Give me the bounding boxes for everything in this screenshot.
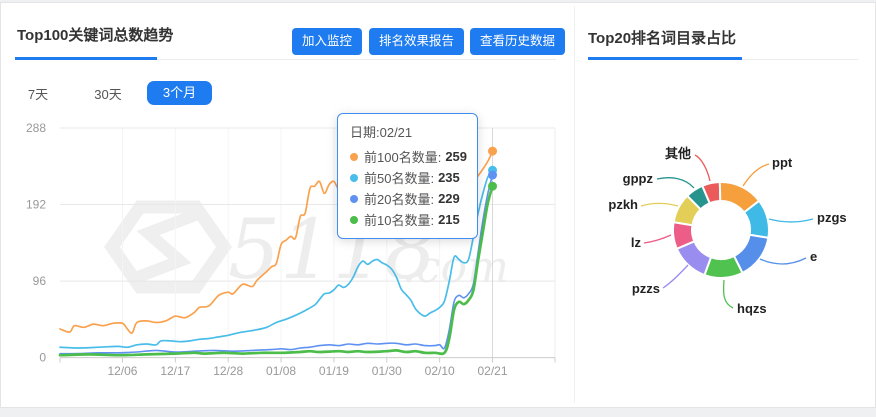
- tooltip-value: 235: [438, 170, 460, 185]
- tooltip-label: 前10名数量:: [364, 213, 435, 228]
- donut-segment-gppz[interactable]: [685, 184, 711, 211]
- donut-label-e: e: [810, 249, 817, 264]
- top20-dot-icon: [350, 194, 358, 203]
- watermark-logo-s: [127, 208, 201, 286]
- x-tick-label: 12/06: [107, 364, 137, 378]
- chart-tooltip: 日期:02/21 前100名数量: 259 前50名数量: 235 前20名数量…: [337, 113, 478, 239]
- tab-30days[interactable]: 30天: [94, 87, 122, 102]
- tooltip-row-top20: 前20名数量: 229: [350, 188, 465, 209]
- series-end-dot: [488, 170, 498, 180]
- tooltip-value: 259: [445, 149, 468, 164]
- panel-divider: [574, 6, 575, 403]
- trend-title-rule: [15, 59, 556, 60]
- top10-dot-icon: [350, 215, 358, 224]
- x-tick-label: 01/19: [319, 364, 349, 378]
- series-line: [58, 184, 494, 357]
- series-end-dot: [488, 146, 498, 156]
- leader-line: [662, 264, 689, 289]
- donut-label-pzkh: pzkh: [608, 197, 638, 212]
- tooltip-value: 215: [438, 212, 460, 227]
- x-tick-label: 01/08: [266, 364, 296, 378]
- x-tick-label: 12/28: [213, 364, 243, 378]
- watermark-com: .com: [402, 242, 509, 293]
- series-line: [59, 174, 494, 355]
- leader-line: [768, 218, 814, 223]
- donut-label-gppz: gppz: [623, 171, 654, 186]
- leader-line: [694, 154, 711, 182]
- x-tick-label: 02/10: [425, 364, 455, 378]
- y-tick-label: 0: [39, 351, 46, 365]
- tooltip-value: 229: [438, 191, 460, 206]
- donut-title-accent: [588, 57, 742, 60]
- leader-line: [722, 279, 734, 309]
- donut-label-pzzs: pzzs: [632, 281, 660, 296]
- axes: 12/06 12/17 12/28 01/08 01/19 01/30 02/10 02/21…: [26, 121, 556, 378]
- donut-label-ppt: ppt: [772, 155, 793, 170]
- y-tick-label: 96: [33, 274, 47, 288]
- top50-dot-icon: [350, 173, 358, 182]
- leader-line: [640, 202, 679, 207]
- ranking-report-button[interactable]: 排名效果报告: [369, 28, 465, 55]
- donut-label-其他: 其他: [665, 146, 691, 161]
- leader-line: [759, 257, 807, 265]
- x-tick-label: 12/17: [160, 364, 190, 378]
- tooltip-row-top10: 前10名数量: 215: [350, 209, 465, 230]
- donut-label-lz: lz: [631, 235, 642, 250]
- donut-panel-title: Top20排名词目录占比: [588, 30, 737, 47]
- x-tick-label: 01/30: [372, 364, 402, 378]
- watermark-logo-hexagon: [104, 200, 232, 294]
- leader-line: [742, 163, 770, 187]
- tooltip-row-top100: 前100名数量: 259: [350, 146, 468, 167]
- series-line: [59, 169, 494, 349]
- tooltip-date: 日期:02/21: [350, 125, 413, 140]
- y-tick-label: 288: [26, 121, 46, 135]
- donut-label-hqzs: hqzs: [737, 301, 767, 316]
- y-tick-label: 192: [26, 198, 46, 212]
- tab-7days[interactable]: 7天: [27, 87, 49, 102]
- tooltip-row-top50: 前50名数量: 235: [350, 167, 465, 188]
- donut-label-pzgs: pzgs: [817, 210, 847, 225]
- add-monitor-button[interactable]: 加入监控: [292, 28, 363, 55]
- donut-labels: 其他 ppt pzgs e hqzs pzzs lz pzkh gppz: [608, 146, 846, 316]
- leader-line: [643, 234, 672, 244]
- category-donut-chart[interactable]: 其他 ppt pzgs e hqzs pzzs lz pzkh gppz: [576, 130, 872, 330]
- tooltip-label: 前50名数量:: [364, 171, 435, 186]
- x-tick-label: 02/21: [478, 364, 508, 378]
- tooltip-label: 前20名数量:: [364, 192, 435, 207]
- top100-dot-icon: [350, 152, 358, 161]
- tab-3months-active[interactable]: 3个月: [147, 81, 212, 105]
- trend-panel-title: Top100关键词总数趋势: [17, 27, 174, 44]
- series-end-dot: [488, 181, 498, 191]
- donut-segments: [672, 180, 770, 279]
- history-data-button[interactable]: 查看历史数据: [470, 28, 566, 55]
- tooltip-label: 前100名数量:: [364, 150, 442, 165]
- trend-chart[interactable]: 5118 .com 12/06 12/17 12/28 01/08 01/19 01/30…: [0, 104, 570, 400]
- leader-line: [656, 177, 695, 189]
- trend-title-accent: [15, 57, 157, 60]
